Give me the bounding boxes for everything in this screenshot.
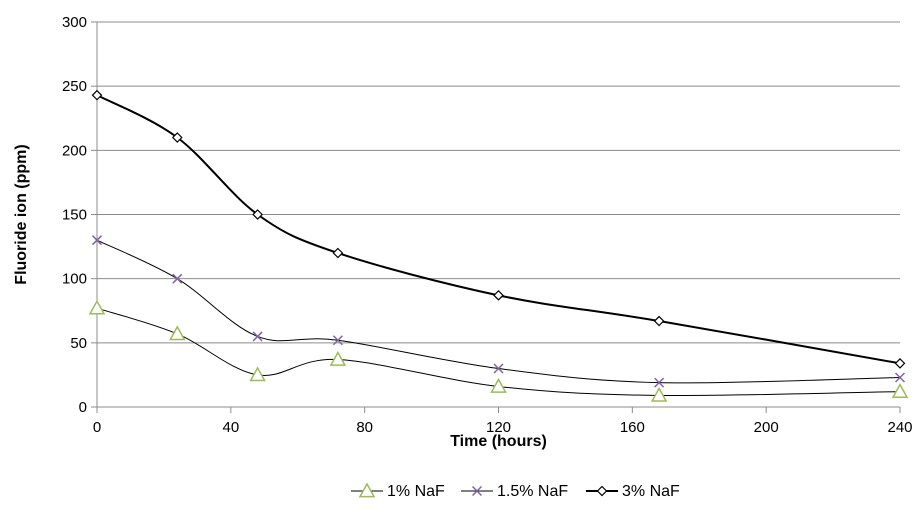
series-1-point-4: [493, 363, 504, 374]
x-tick-label-3: 120: [486, 419, 511, 436]
x-axis-title: Time (hours): [450, 433, 547, 450]
y-tick-label-4: 200: [62, 142, 87, 159]
series-line-0: [96, 307, 901, 397]
series-0-point-0: [88, 299, 106, 315]
y-tick-label-6: 300: [62, 14, 87, 31]
series-0-point-3: [329, 350, 347, 366]
series-1-point-5-stroke-b: [654, 377, 665, 388]
series-1-point-1: [172, 273, 183, 284]
series-1-point-3: [332, 335, 343, 346]
series-2-point-2: [252, 209, 263, 220]
series-0-point-5: [650, 386, 668, 402]
series-0-point-4: [490, 377, 507, 393]
series-1-point-2-stroke-b: [252, 331, 263, 342]
series-1-point-4-stroke-b: [493, 363, 504, 374]
legend: 1% NaF 1.5% NaF 3% NaF: [351, 482, 680, 500]
series-1-point-6-stroke-b: [894, 372, 906, 383]
y-tick-label-1: 50: [70, 335, 87, 352]
series-1-point-5: [654, 377, 665, 388]
series-2-point-4: [493, 290, 504, 301]
series-1: [91, 235, 906, 388]
series-0-point-2: [249, 366, 266, 382]
series-2-point-6: [894, 358, 906, 369]
series-line-2: [96, 94, 901, 365]
series-2-point-3: [332, 247, 344, 259]
series-1-point-3-stroke-b: [332, 335, 343, 346]
x-tick-labels: 0 40 80 120 160 200 240: [93, 419, 913, 436]
y-tick-label-3: 150: [62, 207, 87, 224]
series-1-point-2: [252, 331, 263, 342]
series-0-point-1: [169, 325, 186, 341]
legend-marker-0: [358, 482, 376, 498]
legend-marker-2: [596, 485, 608, 497]
series-2-point-1: [171, 132, 183, 143]
legend-entry-1: 1.5% NaF: [461, 483, 568, 500]
series-1-point-1-stroke-b: [172, 273, 183, 284]
legend-label-0: 1% NaF: [387, 483, 445, 500]
legend-label-2: 3% NaF: [622, 483, 680, 500]
y-tick-label-5: 250: [62, 78, 87, 95]
series-0: [88, 299, 909, 402]
x-tick-label-6: 240: [887, 419, 912, 436]
series-2-point-0: [91, 89, 103, 101]
x-tick-label-2: 80: [356, 419, 373, 436]
series-group: [88, 89, 909, 402]
series-1-point-0-stroke-b: [91, 235, 103, 246]
legend-marker-1: [471, 485, 483, 497]
series-line-1: [96, 239, 901, 384]
series-2-point-5: [653, 315, 665, 327]
series-0-point-6: [891, 383, 909, 398]
legend-entry-2: 3% NaF: [586, 483, 680, 500]
y-tick-labels: 0 50 100 150 200 250 300: [62, 14, 87, 416]
y-tick-label-0: 0: [79, 399, 87, 416]
y-axis-title: Fluoride ion (ppm): [13, 144, 30, 284]
series-1-point-6: [894, 372, 906, 383]
x-tick-label-1: 40: [222, 419, 239, 436]
y-tick-label-2: 100: [62, 271, 87, 288]
x-tick-label-0: 0: [93, 419, 101, 436]
gridlines: [97, 21, 900, 344]
legend-marker-1-stroke-b: [471, 485, 483, 497]
series-1-point-0: [91, 235, 103, 246]
legend-entry-0: 1% NaF: [351, 482, 445, 500]
axes: [91, 21, 901, 413]
series-2: [91, 89, 906, 369]
x-tick-label-4: 160: [620, 419, 645, 436]
x-tick-label-5: 200: [754, 419, 779, 436]
legend-label-1: 1.5% NaF: [497, 483, 568, 500]
